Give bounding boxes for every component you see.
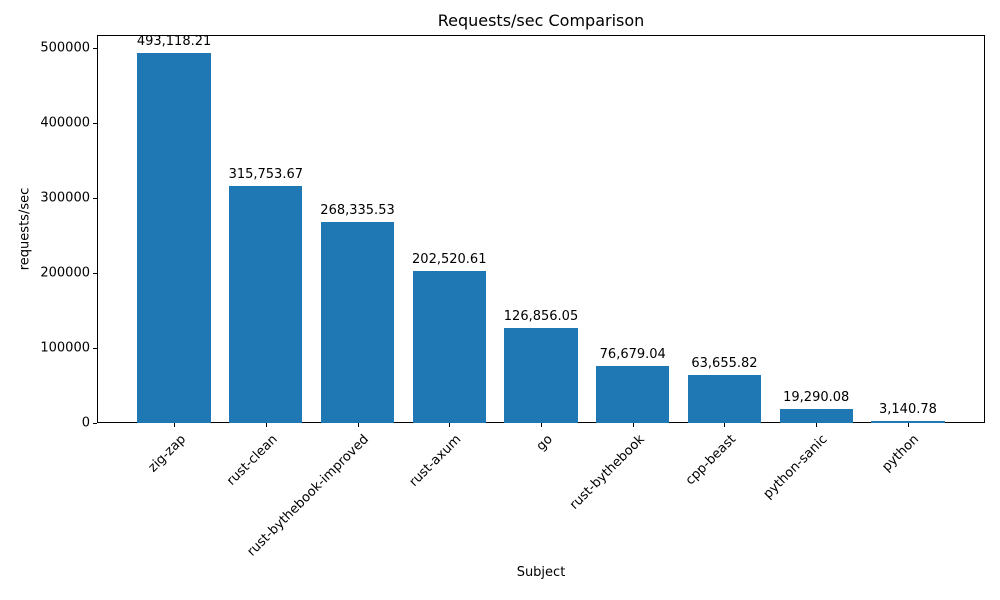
x-tick-mark <box>357 423 359 427</box>
bar-rust-axum <box>412 271 486 423</box>
chart-title: Requests/sec Comparison <box>437 11 645 30</box>
bar-value-label: 268,335.53 <box>320 202 395 218</box>
y-tick-label: 100000 <box>40 340 90 356</box>
bar-rust-clean <box>229 186 303 423</box>
bar-zig-zap <box>137 53 211 423</box>
x-tick-mark <box>265 423 267 427</box>
bar-value-label: 126,856.05 <box>503 308 579 324</box>
y-tick-mark <box>93 273 97 275</box>
y-axis-title: requests/sec <box>17 187 33 271</box>
x-tick-label-python: python <box>879 432 923 475</box>
x-axis-title: Subject <box>516 565 566 580</box>
y-tick-mark <box>93 348 97 350</box>
x-tick-mark <box>449 423 451 427</box>
bar-rust-bythebook-improved <box>320 221 395 423</box>
bar-python-sanic <box>779 408 853 423</box>
bar-value-label: 63,655.82 <box>691 356 758 372</box>
y-tick-mark <box>93 48 97 50</box>
x-tick-mark <box>632 423 634 427</box>
x-tick-label-python-sanic: python-sanic <box>760 432 831 502</box>
y-tick-mark <box>93 198 97 200</box>
x-tick-mark <box>907 423 909 427</box>
bar-value-label: 19,290.08 <box>783 389 850 405</box>
bar-go <box>504 327 578 423</box>
bar-python <box>871 420 945 423</box>
bar-value-label: 493,118.21 <box>136 34 212 50</box>
bar-value-label: 3,140.78 <box>878 401 937 417</box>
y-tick-label: 500000 <box>40 40 90 56</box>
bar-cpp-beast <box>687 375 762 423</box>
y-tick-label: 0 <box>81 415 90 431</box>
y-tick-mark <box>93 123 97 125</box>
y-tick-mark <box>93 423 97 424</box>
x-tick-label-zig-zap: zig-zap <box>145 432 189 476</box>
bar-value-label: 76,679.04 <box>599 346 666 362</box>
x-tick-mark <box>174 423 176 427</box>
y-tick-label: 300000 <box>40 190 90 206</box>
x-tick-label-go: go <box>533 432 556 455</box>
y-tick-label: 200000 <box>40 265 90 281</box>
y-tick-label: 400000 <box>40 115 90 131</box>
x-tick-label-rust-clean: rust-clean <box>223 432 281 489</box>
x-tick-label-cpp-beast: cpp-beast <box>682 432 740 489</box>
x-tick-mark <box>724 423 726 427</box>
x-tick-mark <box>816 423 818 427</box>
bar-value-label: 202,520.61 <box>412 252 487 268</box>
x-tick-mark <box>541 423 542 427</box>
bar-value-label: 315,753.67 <box>228 167 303 183</box>
x-tick-label-rust-axum: rust-axum <box>406 432 464 490</box>
x-tick-label-rust-bythebook: rust-bythebook <box>566 432 648 513</box>
bar-rust-bythebook <box>596 365 670 423</box>
